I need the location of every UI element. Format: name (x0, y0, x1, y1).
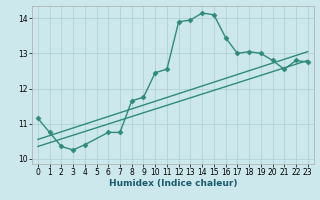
X-axis label: Humidex (Indice chaleur): Humidex (Indice chaleur) (108, 179, 237, 188)
